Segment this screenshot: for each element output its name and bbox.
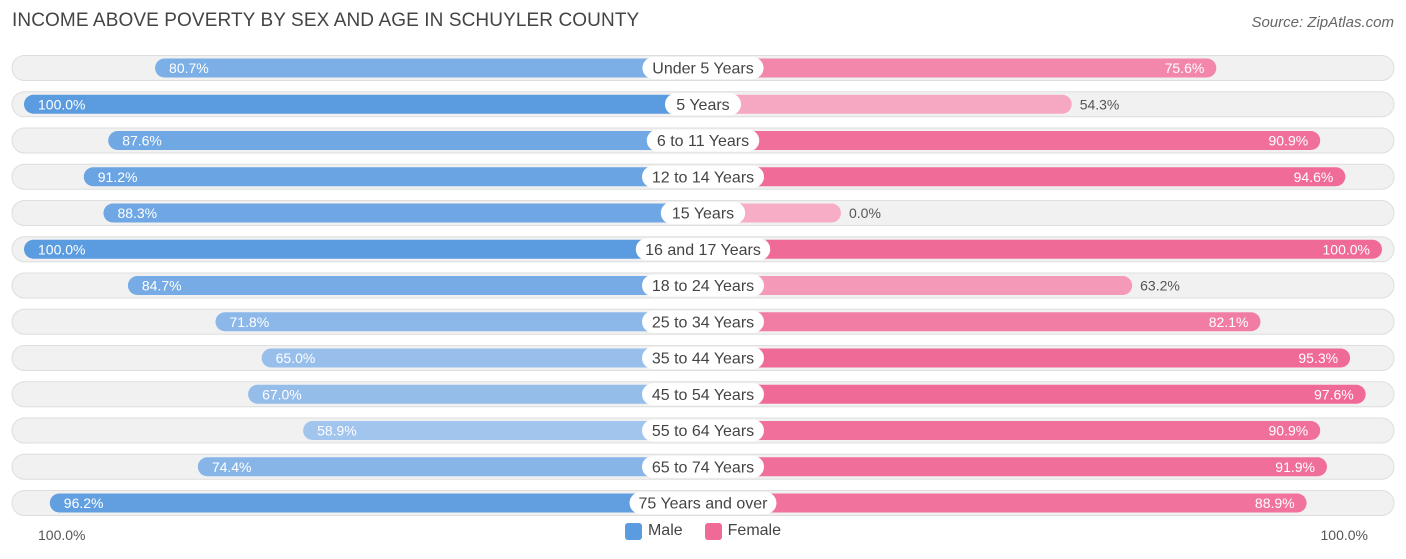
category-label-bg — [642, 274, 764, 297]
female-value-label: 97.6% — [1314, 386, 1354, 402]
category-label: 75 Years and over — [639, 496, 769, 513]
chart-title: INCOME ABOVE POVERTY BY SEX AND AGE IN S… — [12, 10, 640, 31]
male-value-label: 58.9% — [317, 423, 357, 439]
male-bar — [155, 58, 703, 78]
female-bar — [703, 94, 1072, 114]
male-value-label: 74.4% — [212, 459, 252, 475]
female-value-label: 91.9% — [1275, 459, 1315, 475]
female-value-label: 0.0% — [849, 205, 881, 221]
category-label-bg — [642, 310, 764, 333]
legend-item-male: Male — [624, 522, 683, 540]
female-value-label: 75.6% — [1165, 60, 1205, 76]
category-label: 5 Years — [676, 97, 729, 114]
male-bar — [103, 203, 704, 223]
category-label-bg — [664, 93, 742, 116]
female-value-label: 88.9% — [1255, 495, 1295, 511]
male-value-label: 71.8% — [229, 314, 269, 330]
male-bar — [24, 239, 703, 259]
male-value-label: 100.0% — [38, 96, 85, 112]
female-bar — [703, 167, 1346, 187]
male-bar — [261, 348, 703, 368]
category-label-bg — [635, 238, 771, 261]
female-bar — [703, 457, 1328, 477]
male-bar — [248, 384, 703, 404]
male-value-label: 87.6% — [122, 133, 162, 149]
female-bar — [703, 493, 1307, 513]
male-value-label: 91.2% — [98, 169, 138, 185]
female-value-label: 94.6% — [1294, 169, 1334, 185]
male-bar — [24, 94, 703, 114]
male-value-label: 65.0% — [276, 350, 316, 366]
legend-label-female: Female — [727, 522, 782, 539]
female-value-label: 95.3% — [1298, 350, 1338, 366]
male-bar — [49, 493, 703, 513]
male-bar — [108, 131, 704, 150]
male-value-label: 84.7% — [142, 278, 182, 294]
legend-label-male: Male — [647, 522, 683, 539]
category-label-bg — [642, 165, 764, 188]
category-label: 65 to 74 Years — [652, 459, 754, 476]
legend-swatch-male — [624, 522, 642, 540]
male-value-label: 96.2% — [64, 495, 104, 511]
category-label-bg — [660, 202, 746, 224]
female-bar — [703, 58, 1217, 78]
female-value-label: 90.9% — [1269, 133, 1309, 149]
male-value-label: 100.0% — [38, 241, 85, 257]
male-value-label: 88.3% — [117, 205, 157, 221]
category-label-bg — [642, 383, 764, 406]
female-bar — [703, 239, 1382, 259]
female-value-label: 63.2% — [1140, 278, 1180, 294]
legend-swatch-female — [704, 522, 722, 540]
male-value-label: 67.0% — [262, 386, 302, 402]
category-label-bg — [646, 129, 760, 152]
category-label-bg — [642, 455, 764, 478]
female-value-label: 90.9% — [1269, 423, 1309, 439]
category-label: 25 to 34 Years — [652, 314, 754, 331]
category-label: 35 to 44 Years — [652, 351, 754, 368]
category-label: 55 to 64 Years — [652, 423, 754, 440]
category-label-bg — [642, 57, 764, 79]
female-bar — [703, 276, 1133, 295]
female-bar — [703, 348, 1351, 368]
female-bar — [703, 384, 1366, 404]
male-bar — [303, 421, 703, 440]
male-bar — [83, 167, 703, 187]
female-bar — [703, 421, 1321, 440]
female-value-label: 82.1% — [1209, 314, 1249, 330]
male-bar — [215, 312, 703, 332]
legend: Male Female — [0, 522, 1406, 540]
category-label: 12 to 14 Years — [652, 169, 754, 186]
male-bar — [197, 457, 703, 477]
diverging-bar-chart: Under 5 Years 80.7% 75.6% 5 Years 100.0% 54.3… — [11, 55, 1395, 516]
female-bar — [703, 131, 1321, 150]
category-label: 16 and 17 Years — [645, 242, 761, 259]
male-value-label: 80.7% — [169, 60, 209, 76]
female-bar — [703, 312, 1261, 332]
category-label: 6 to 11 Years — [657, 133, 749, 150]
category-label-bg — [629, 492, 777, 514]
legend-item-female: Female — [704, 522, 782, 540]
axis-left-label: 100.0% — [38, 527, 86, 543]
category-label: Under 5 Years — [652, 61, 753, 78]
category-label: 18 to 24 Years — [652, 278, 754, 295]
male-bar — [127, 276, 703, 295]
source-note: Source: ZipAtlas.com — [1251, 14, 1394, 31]
female-value-label: 100.0% — [1323, 241, 1370, 257]
category-label: 45 to 54 Years — [652, 387, 754, 404]
category-label: 15 Years — [672, 206, 734, 223]
category-label-bg — [642, 347, 764, 369]
category-label-bg — [642, 419, 764, 442]
female-value-label: 54.3% — [1080, 96, 1120, 112]
axis-right-label: 100.0% — [1320, 527, 1368, 543]
